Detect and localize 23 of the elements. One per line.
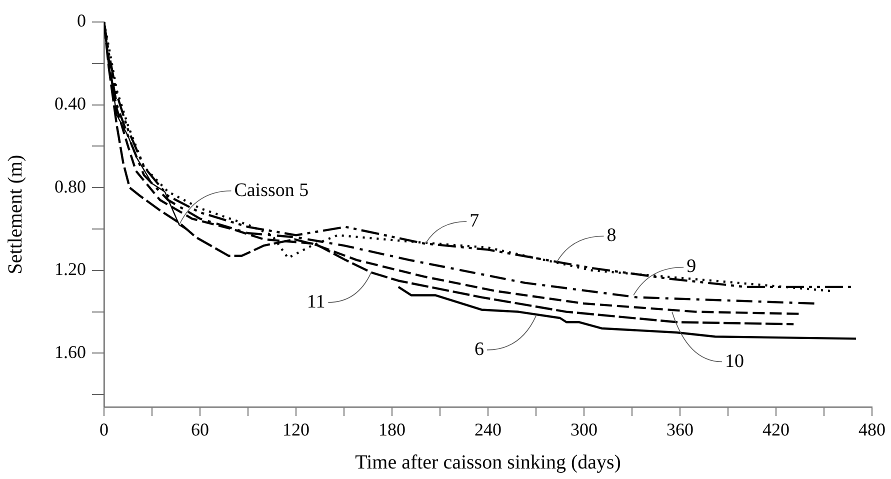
y-tick-label: 0.40 — [54, 94, 86, 114]
annotation: Caisson 5 — [234, 180, 309, 201]
y-tick-label: 0 — [77, 10, 86, 31]
annotation: 10 — [725, 350, 744, 372]
annotation: 11 — [306, 291, 326, 312]
x-tick-label: 300 — [570, 420, 598, 440]
x-tick-label: 0 — [100, 420, 108, 440]
annotation: 7 — [470, 210, 480, 232]
y-tick-label: 0.80 — [54, 176, 86, 196]
x-axis-title: Time after caisson sinking (days) — [355, 451, 621, 474]
x-tick-label: 420 — [762, 420, 790, 440]
x-tick-label: 240 — [474, 420, 502, 440]
y-tick-label: 1.60 — [54, 342, 86, 362]
annotation: 6 — [474, 338, 484, 360]
x-tick-label: 60 — [191, 420, 209, 440]
x-tick-label: 480 — [858, 420, 886, 440]
x-tick-label: 360 — [666, 420, 694, 440]
y-axis-title: Settlement (m) — [4, 154, 26, 274]
annotation: 8 — [606, 225, 616, 246]
x-tick-label: 180 — [378, 420, 406, 440]
annotation: 9 — [686, 256, 696, 278]
y-tick-label: 1.20 — [54, 259, 86, 280]
x-tick-label: 120 — [282, 420, 310, 440]
